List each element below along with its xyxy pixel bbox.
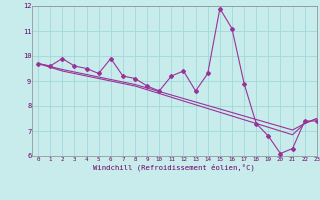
X-axis label: Windchill (Refroidissement éolien,°C): Windchill (Refroidissement éolien,°C) bbox=[93, 163, 255, 171]
